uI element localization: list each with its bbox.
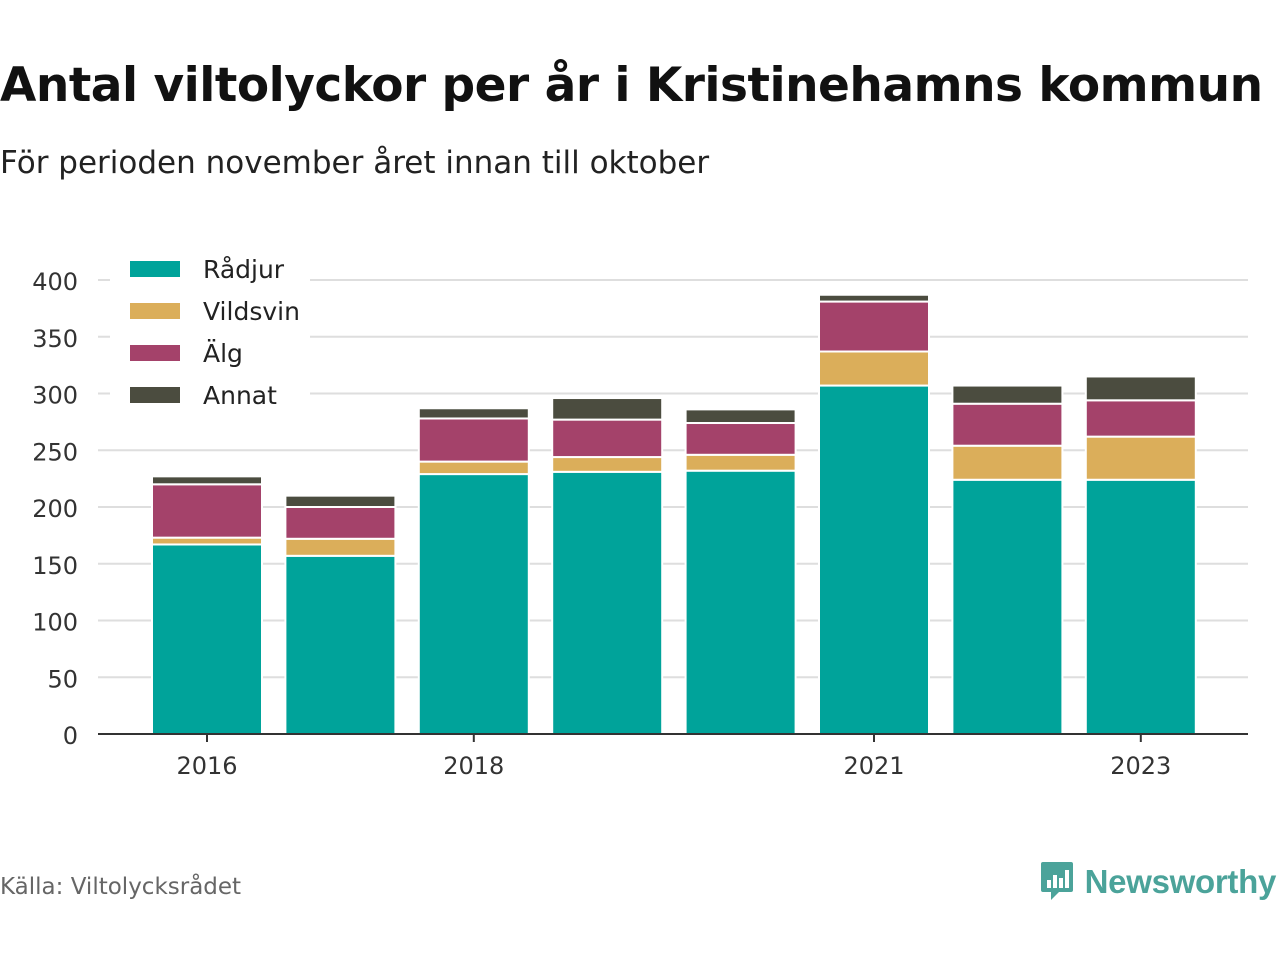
bar-segment <box>951 384 1064 405</box>
bar-segment <box>1084 478 1197 735</box>
bar-segment <box>284 537 397 557</box>
bar-segment <box>284 506 397 540</box>
bar-segment <box>284 494 397 508</box>
y-tick-label: 400 <box>32 268 78 296</box>
bar-chart-logo-icon <box>1040 862 1073 900</box>
legend-label: Älg <box>203 339 243 368</box>
chart-subtitle: För perioden november året innan till ok… <box>0 145 710 181</box>
x-axis: 2016 2018 2021 2023 <box>98 733 1248 780</box>
bar-segment <box>684 453 797 472</box>
legend-swatch <box>130 303 180 319</box>
bar-segment <box>951 444 1064 481</box>
x-tick-label: 2016 <box>176 752 237 780</box>
bar-segment <box>151 536 263 546</box>
x-tick-label: 2021 <box>843 752 904 780</box>
y-tick-label: 200 <box>32 495 78 523</box>
bars <box>151 293 1197 736</box>
bar-segment <box>417 417 530 463</box>
legend-swatch <box>130 345 180 361</box>
bar-segment <box>818 293 930 303</box>
y-tick-label: 50 <box>47 665 78 693</box>
chart-title: Antal viltolyckor per år i Kristinehamns… <box>0 58 1263 113</box>
y-tick-label: 300 <box>32 382 78 410</box>
bar-segment <box>684 408 797 425</box>
y-tick-label: 0 <box>63 722 78 750</box>
y-tick-label: 150 <box>32 552 78 580</box>
stacked-bar-chart: 0 50 100 150 200 250 300 350 400 2016 2018 2021 202… <box>32 250 1248 780</box>
bar-segment <box>951 402 1064 447</box>
bar-segment <box>417 460 530 476</box>
bar-segment <box>818 300 930 353</box>
bar-segment <box>951 478 1064 735</box>
y-tick-label: 100 <box>32 609 78 637</box>
bar-segment <box>551 397 664 421</box>
bar-segment <box>684 422 797 456</box>
x-tick-label: 2023 <box>1110 752 1171 780</box>
legend-label: Vildsvin <box>203 297 300 326</box>
source-note: Källa: Viltolycksrådet <box>0 874 242 900</box>
bar-segment <box>151 543 263 735</box>
y-tick-label: 250 <box>32 438 78 466</box>
legend-swatch <box>130 261 180 277</box>
y-axis: 0 50 100 150 200 250 300 350 400 <box>32 268 78 750</box>
bar-segment <box>818 384 930 735</box>
bar-segment <box>1084 435 1197 481</box>
bar-segment <box>1084 375 1197 402</box>
bar-segment <box>417 407 530 420</box>
bar-segment <box>551 456 664 473</box>
legend-label: Rådjur <box>203 255 285 284</box>
bar-segment <box>551 470 664 735</box>
legend-label: Annat <box>203 381 277 410</box>
bar-segment <box>818 350 930 387</box>
bar-segment <box>551 418 664 459</box>
x-tick-label: 2018 <box>443 752 504 780</box>
bar-segment <box>284 554 397 735</box>
brand-name: Newsworthy <box>1084 863 1277 900</box>
legend-swatch <box>130 387 180 403</box>
y-tick-label: 350 <box>32 325 78 353</box>
bar-segment <box>151 483 263 539</box>
bar-segment <box>151 475 263 486</box>
bar-segment <box>417 473 530 736</box>
bar-segment <box>684 469 797 735</box>
legend: Rådjur Vildsvin Älg Annat <box>110 250 310 420</box>
brand-logo[interactable]: Newsworthy <box>1039 860 1276 904</box>
bar-segment <box>1084 399 1197 438</box>
